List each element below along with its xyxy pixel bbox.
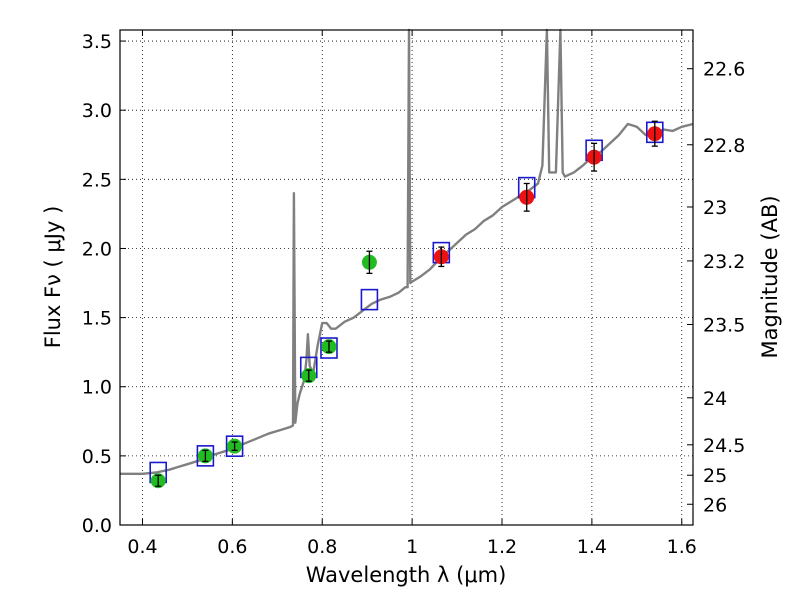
model-photometry-square <box>225 435 244 457</box>
y-tick-label: 0.0 <box>82 515 112 537</box>
y-tick-label: 2.0 <box>82 238 112 260</box>
right-axis-label: Magnitude (AB) <box>758 195 782 358</box>
x-tick-label: 1 <box>406 536 418 558</box>
axes-frame <box>119 29 694 526</box>
y-axis-label: Flux Fν ( μJy ) <box>41 206 65 349</box>
model-photometry-square <box>320 337 338 359</box>
x-axis-label: Wavelength λ (μm) <box>306 563 507 587</box>
y-tick-label: 2.5 <box>82 169 112 191</box>
right-tick-label: 26 <box>703 494 727 516</box>
right-tick-label: 23 <box>703 197 727 219</box>
right-tick-label: 22.8 <box>703 135 745 157</box>
x-tick-label: 0.6 <box>217 536 247 558</box>
y-tick-label: 0.5 <box>82 446 112 468</box>
right-tick-label: 23.5 <box>703 315 745 337</box>
right-tick-label: 24.5 <box>703 435 745 457</box>
model-photometry-square <box>360 288 379 311</box>
model-photometry-square <box>196 445 215 467</box>
x-tick-label: 1.2 <box>487 536 517 558</box>
x-tick-label: 1.4 <box>577 536 607 558</box>
spectrum-line <box>120 28 694 475</box>
right-tick-label: 22.6 <box>703 59 745 81</box>
x-tick-label: 0.8 <box>307 536 337 558</box>
y-tick-label: 1.5 <box>82 308 112 330</box>
axis-ticks: 0.4 0.6 0.8 1 1.2 1.4 1.6 0.0 0.5 1.0 1.5 2.0 2.5 3.0… <box>82 30 745 558</box>
x-tick-label: 1.6 <box>667 536 697 558</box>
y-tick-label: 3.5 <box>82 31 112 53</box>
x-tick-label: 0.4 <box>127 536 157 558</box>
right-tick-label: 23.2 <box>703 251 745 273</box>
right-tick-label: 25 <box>703 465 727 487</box>
y-tick-label: 3.0 <box>82 100 112 122</box>
right-tick-label: 24 <box>703 388 727 410</box>
plot-area <box>120 28 694 489</box>
y-tick-label: 1.0 <box>82 377 112 399</box>
